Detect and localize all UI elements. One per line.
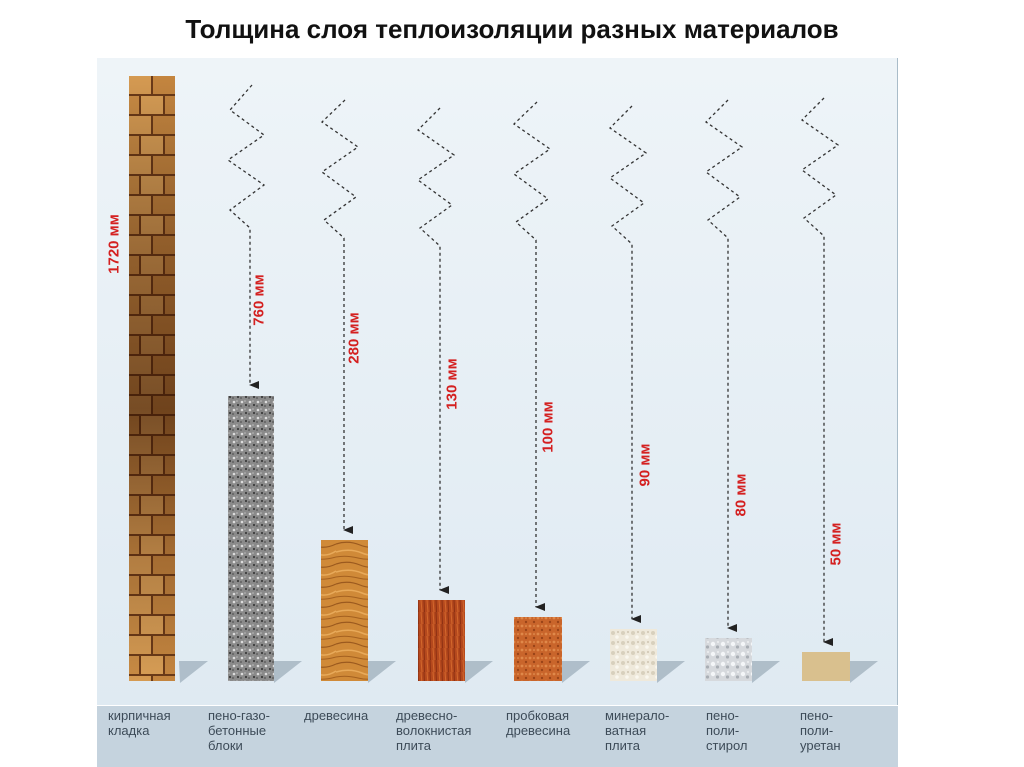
- shadow-concrete: [274, 661, 302, 683]
- arrow-fiberboard: [416, 107, 456, 594]
- material-label-aerated-concrete: пено-газо- бетонные блоки: [208, 708, 270, 753]
- arrow-mineral-wool: [608, 105, 648, 623]
- arrow-polyurethane: [800, 97, 840, 646]
- polystyrene-block: [705, 638, 752, 681]
- thickness-label-polyurethane: 50 мм: [827, 522, 845, 566]
- wood-block: [321, 540, 368, 681]
- thickness-label-aerated-concrete: 760 мм: [250, 274, 268, 326]
- shadow-polystyrene: [752, 661, 780, 683]
- panel-border: [897, 58, 898, 705]
- material-label-polystyrene: пено- поли- стирол: [706, 708, 748, 753]
- material-label-wood: древесина: [304, 708, 369, 723]
- aerated-concrete-block: [228, 396, 274, 681]
- thickness-label-fiberboard: 130 мм: [443, 358, 461, 410]
- material-label-fiberboard: древесно- волокнистая плита: [396, 708, 472, 753]
- page-title: Толщина слоя теплоизоляции разных матери…: [185, 14, 839, 44]
- arrow-cork: [512, 101, 552, 611]
- material-label-polyurethane: пено- поли- уретан: [800, 708, 841, 753]
- shadow-cork: [562, 661, 590, 683]
- mineral-wool-block: [610, 629, 657, 681]
- material-label-brick: кирпичная кладка: [108, 708, 171, 738]
- shadows: [179, 661, 878, 683]
- cork-block: [514, 617, 562, 681]
- fiberboard-block: [418, 600, 465, 681]
- thickness-label-polystyrene: 80 мм: [732, 473, 750, 517]
- brick-wall-shade: [129, 76, 175, 681]
- arrow-concrete: [226, 84, 266, 389]
- shadow-wool: [657, 661, 685, 683]
- polyurethane-block: [802, 652, 850, 681]
- thickness-label-brick: 1720 мм: [105, 214, 123, 274]
- thickness-label-mineral-wool: 90 мм: [636, 443, 654, 487]
- thickness-label-cork: 100 мм: [539, 401, 557, 453]
- material-label-mineral-wool: минерало- ватная плита: [605, 708, 670, 753]
- shadow-fiberboard: [465, 661, 493, 683]
- arrow-wood: [320, 99, 360, 534]
- material-label-cork: пробковая древесина: [506, 708, 571, 738]
- label-strip: [97, 706, 898, 767]
- shadow-brick: [179, 661, 208, 683]
- thickness-label-wood: 280 мм: [345, 312, 363, 364]
- shadow-polyurethane: [850, 661, 878, 683]
- arrow-polystyrene: [704, 99, 744, 632]
- shadow-wood: [368, 661, 396, 683]
